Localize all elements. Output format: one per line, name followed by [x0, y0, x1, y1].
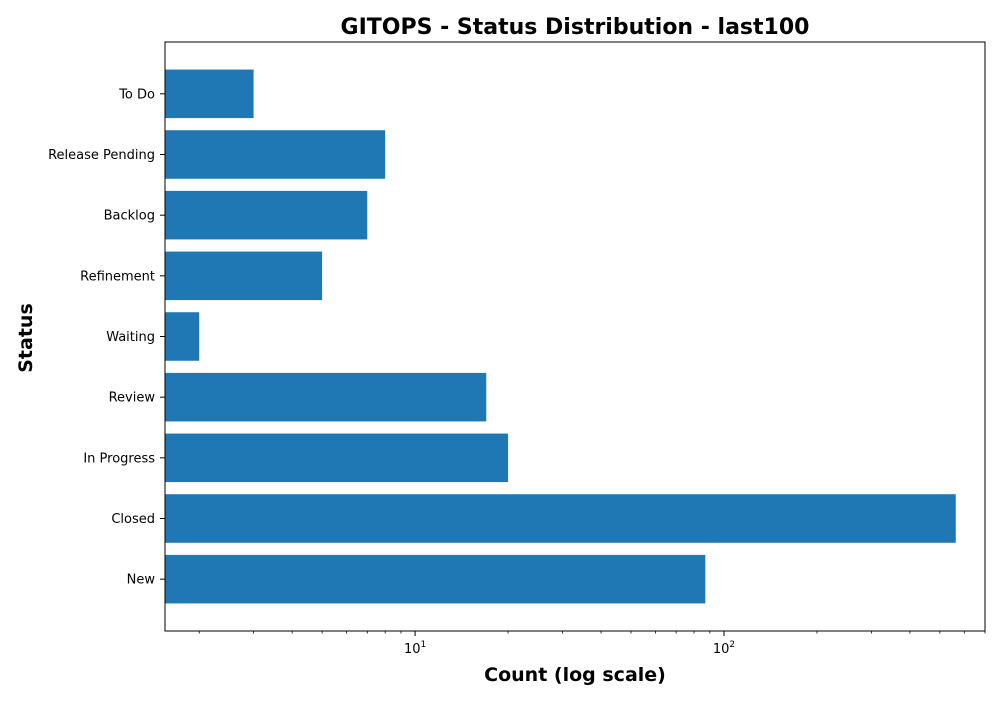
y-tick-label-review: Review	[109, 391, 156, 406]
bar-in-progress	[165, 433, 509, 483]
y-tick-label-closed: Closed	[111, 512, 155, 527]
bar-new	[165, 554, 706, 604]
bar-release-pending	[165, 130, 386, 179]
bars-layer	[165, 69, 956, 604]
x-tick-label-base: 10	[713, 642, 730, 657]
y-tick-label-in-progress: In Progress	[83, 451, 155, 466]
bar-refinement	[165, 251, 323, 301]
bar-review	[165, 372, 487, 422]
x-ticks-layer: 101 102	[198, 631, 986, 657]
bar-to-do	[165, 69, 254, 119]
bar-closed	[165, 494, 956, 543]
x-tick-label-100: 102	[713, 640, 735, 657]
y-tick-label-to-do: To Do	[118, 87, 155, 102]
x-tick-label-exponent: 1	[420, 640, 426, 650]
y-tick-label-backlog: Backlog	[104, 209, 155, 224]
x-tick-label-exponent: 2	[729, 640, 735, 650]
y-axis-label: Status	[15, 303, 37, 373]
y-tick-label-refinement: Refinement	[80, 269, 155, 284]
y-tick-label-release-pending: Release Pending	[48, 148, 155, 163]
y-tick-label-new: New	[127, 573, 156, 588]
y-ticks-layer: To Do Release Pending Backlog Refinement Wai…	[48, 87, 165, 588]
bar-waiting	[165, 312, 200, 361]
x-tick-label-base: 10	[404, 642, 421, 657]
chart-title: GITOPS - Status Distribution - last100	[341, 15, 810, 40]
x-axis-label: Count (log scale)	[484, 664, 666, 686]
plot-frame	[164, 41, 986, 632]
x-tick-label-10: 101	[404, 640, 426, 657]
y-tick-label-waiting: Waiting	[106, 330, 155, 345]
bar-backlog	[165, 190, 368, 240]
